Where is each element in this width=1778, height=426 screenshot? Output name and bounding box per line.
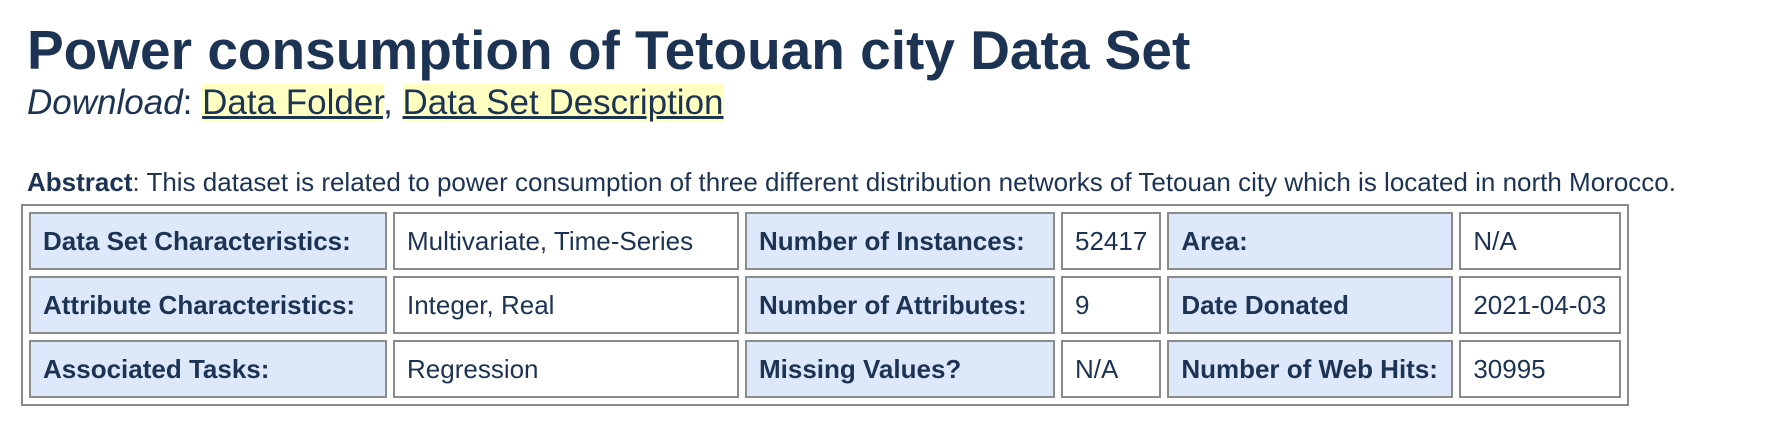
table-value-cell: 9 [1061,276,1162,334]
abstract: Abstract: This dataset is related to pow… [27,166,1778,198]
table-key-cell: Associated Tasks: [29,340,387,398]
table-key-cell: Attribute Characteristics: [29,276,387,334]
table-row: Attribute Characteristics: Integer, Real… [29,276,1622,334]
download-line: Download: Data Folder, Data Set Descript… [27,82,1778,124]
data-set-description-link[interactable]: Data Set Description [402,83,724,122]
table-value-cell: 2021-04-03 [1459,276,1622,334]
table-value-cell: N/A [1459,212,1622,270]
table-key-cell: Number of Instances: [745,212,1055,270]
page-title: Power consumption of Tetouan city Data S… [27,19,1191,81]
table-row: Associated Tasks: Regression Missing Val… [29,340,1622,398]
data-folder-link[interactable]: Data Folder [202,83,384,122]
table-key-cell: Number of Attributes: [745,276,1055,334]
table-key-cell: Number of Web Hits: [1167,340,1454,398]
download-label: Download [27,83,183,122]
table-row: Data Set Characteristics: Multivariate, … [29,212,1622,270]
dataset-characteristics-table: Data Set Characteristics: Multivariate, … [21,204,1630,406]
table-value-cell: N/A [1061,340,1162,398]
table-value-cell: Multivariate, Time-Series [393,212,739,270]
download-separator: : [182,83,193,122]
table-key-cell: Area: [1167,212,1454,270]
table-value-cell: Regression [393,340,739,398]
abstract-text: : This dataset is related to power consu… [132,167,1676,197]
abstract-label: Abstract [27,167,133,197]
table-value-cell: 30995 [1459,340,1622,398]
table-key-cell: Data Set Characteristics: [29,212,387,270]
table-key-cell: Missing Values? [745,340,1055,398]
table-value-cell: 52417 [1061,212,1162,270]
table-value-cell: Integer, Real [393,276,739,334]
table-key-cell: Date Donated [1167,276,1454,334]
link-comma: , [383,83,393,122]
